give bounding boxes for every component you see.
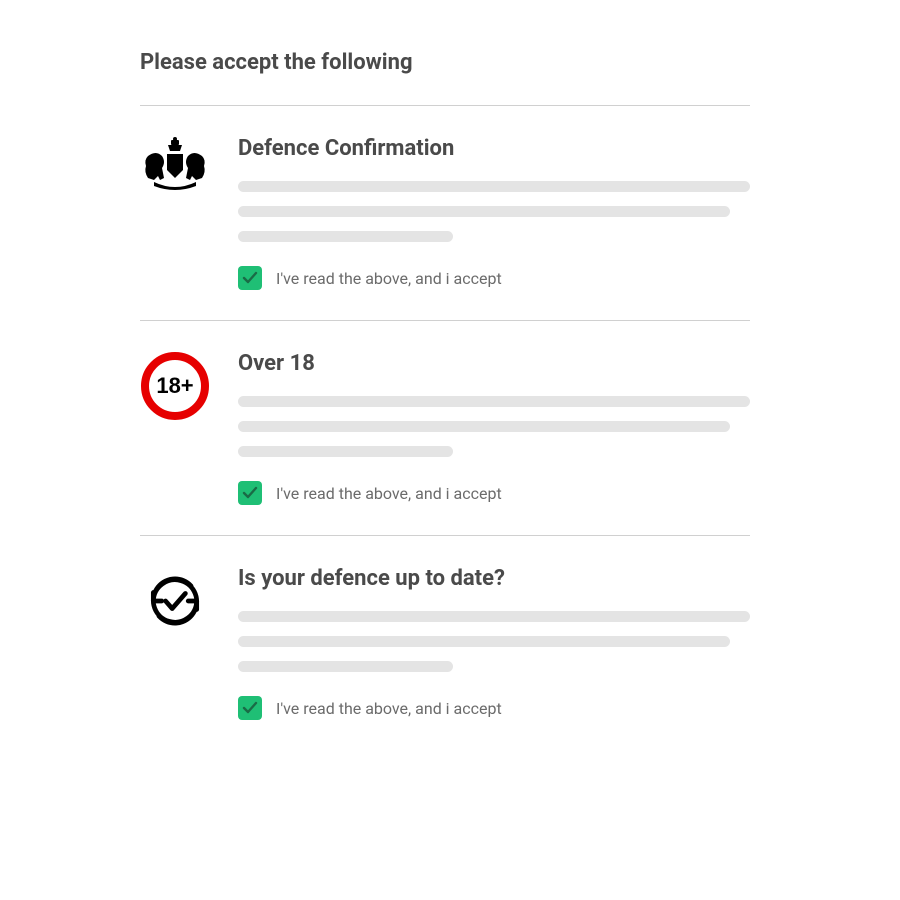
page-title: Please accept the following [140,50,750,75]
placeholder-text [238,611,750,672]
section-title: Over 18 [238,351,750,376]
crest-icon [140,136,210,206]
check-icon [242,700,258,716]
placeholder-line [238,636,730,647]
section-title: Defence Confirmation [238,136,750,161]
placeholder-line [238,421,730,432]
18plus-icon: 18+ [140,351,210,421]
accept-label: I've read the above, and i accept [276,484,502,503]
placeholder-line [238,611,750,622]
accept-checkbox[interactable] [238,481,262,505]
section-over-18: 18+ Over 18 I've read the above, and i a… [140,321,750,535]
placeholder-text [238,181,750,242]
placeholder-line [238,396,750,407]
accept-checkbox[interactable] [238,696,262,720]
refresh-check-icon [140,566,210,636]
section-defence-uptodate: Is your defence up to date? I've read th… [140,536,750,750]
check-icon [242,270,258,286]
placeholder-line [238,446,453,457]
placeholder-text [238,396,750,457]
placeholder-line [238,206,730,217]
placeholder-line [238,181,750,192]
accept-checkbox[interactable] [238,266,262,290]
section-title: Is your defence up to date? [238,566,750,591]
accept-label: I've read the above, and i accept [276,269,502,288]
check-icon [242,485,258,501]
section-defence-confirmation: Defence Confirmation I've read the above… [140,106,750,320]
accept-label: I've read the above, and i accept [276,699,502,718]
placeholder-line [238,661,453,672]
placeholder-line [238,231,453,242]
